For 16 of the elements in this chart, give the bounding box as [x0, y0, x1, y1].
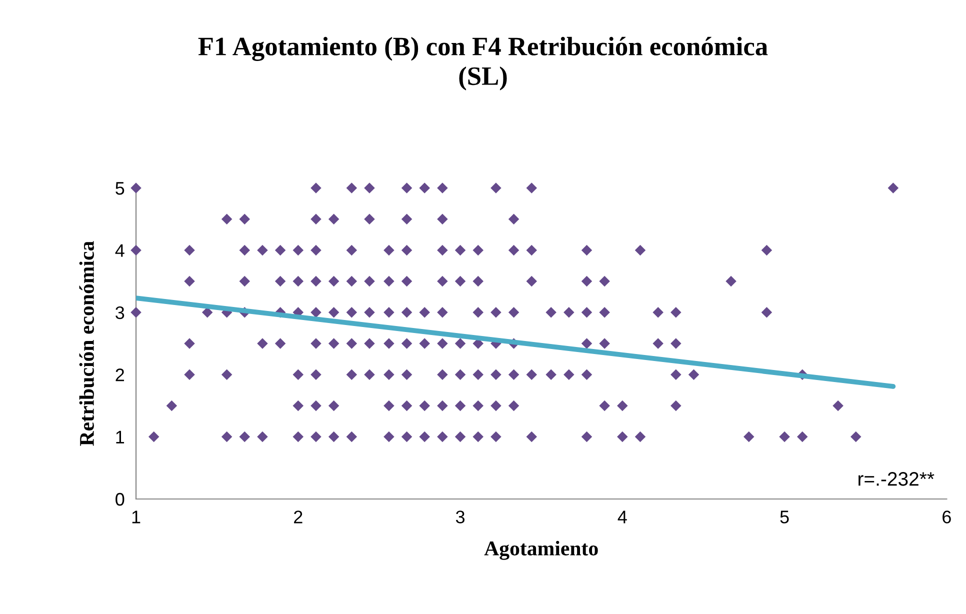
x-tick-label: 1	[132, 510, 140, 524]
y-tick-label: 4	[115, 244, 124, 257]
x-axis-title: Agotamiento	[484, 540, 598, 560]
x-tick-label: 4	[618, 510, 627, 524]
y-tick-label: 2	[116, 368, 124, 382]
chart-title: F1 Agotamiento (B) con F4 Retribución económica (SL)	[198, 36, 768, 90]
x-tick-label: 6	[942, 510, 951, 524]
y-tick-label: 0	[116, 492, 124, 506]
y-tick-label: 5	[116, 182, 124, 195]
y-tick-label: 3	[116, 306, 124, 320]
annotation: r=.-232**	[858, 472, 934, 486]
x-tick-label: 2	[294, 510, 302, 524]
x-tick-label: 3	[456, 510, 465, 524]
y-tick-label: 1	[116, 430, 124, 444]
y-axis-title: Retribución económica	[79, 241, 94, 446]
x-tick-label: 5	[780, 510, 789, 524]
